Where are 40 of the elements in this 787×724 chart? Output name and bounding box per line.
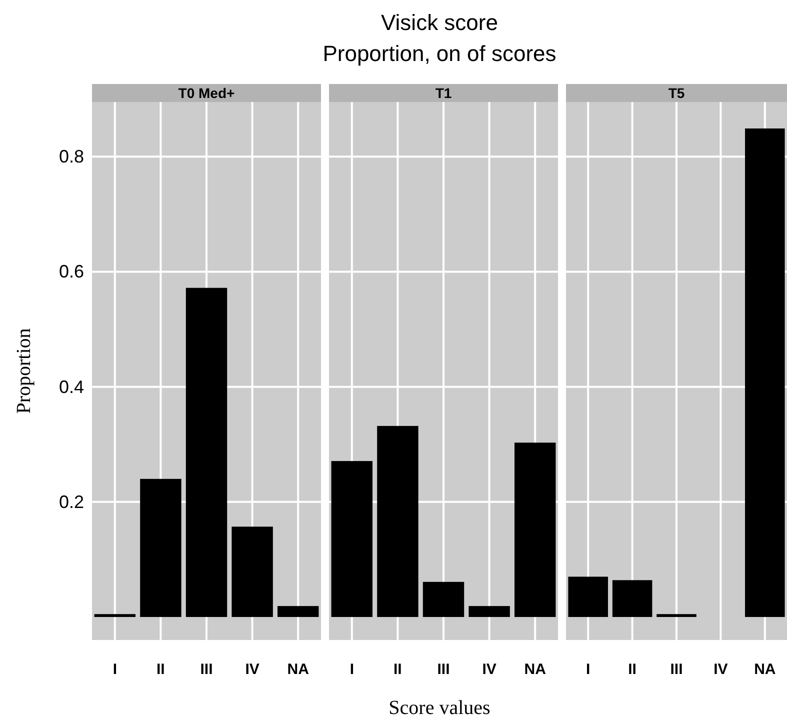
bar <box>277 606 319 617</box>
bar <box>745 128 785 617</box>
bar <box>612 580 652 617</box>
x-tick-label: II <box>628 661 636 678</box>
bar <box>94 614 136 617</box>
bar <box>186 288 228 617</box>
bar <box>377 426 418 617</box>
x-tick-label: I <box>112 661 117 678</box>
bar <box>422 582 464 617</box>
y-tick-label: 0.4 <box>58 376 84 397</box>
bar <box>468 606 510 617</box>
x-tick-label: II <box>394 661 402 678</box>
chart-title: T5 <box>668 85 685 101</box>
x-tick-label: II <box>156 661 165 678</box>
chart-title: T0 Med+ <box>178 85 235 101</box>
x-tick-label: NA <box>287 661 310 678</box>
y-tick-label: 0.2 <box>58 492 84 512</box>
x-tick-label: I <box>586 661 590 678</box>
x-tick-label: IV <box>714 661 728 678</box>
x-tick-label: NA <box>754 661 776 678</box>
text: Proportion, on of scores <box>322 41 556 66</box>
bar <box>331 461 373 617</box>
x-axis-title: Score values <box>388 697 491 719</box>
x-tick-label: IV <box>482 661 496 678</box>
chart-title: T1 <box>435 85 452 101</box>
x-tick-label: III <box>200 661 213 678</box>
bar <box>514 442 556 617</box>
x-tick-label: IV <box>245 661 260 678</box>
y-tick-label: 0.8 <box>58 146 84 167</box>
x-tick-label: III <box>670 661 683 678</box>
x-tick-label: I <box>350 661 354 678</box>
bar <box>140 478 182 617</box>
bar <box>232 526 273 617</box>
x-tick-label: III <box>437 661 450 678</box>
bar <box>656 614 696 617</box>
y-tick-label: 0.6 <box>58 262 84 282</box>
x-tick-label: NA <box>524 661 546 678</box>
text: Visick score <box>381 10 498 35</box>
y-axis-title: Proportion <box>13 328 35 414</box>
bar <box>568 576 608 617</box>
